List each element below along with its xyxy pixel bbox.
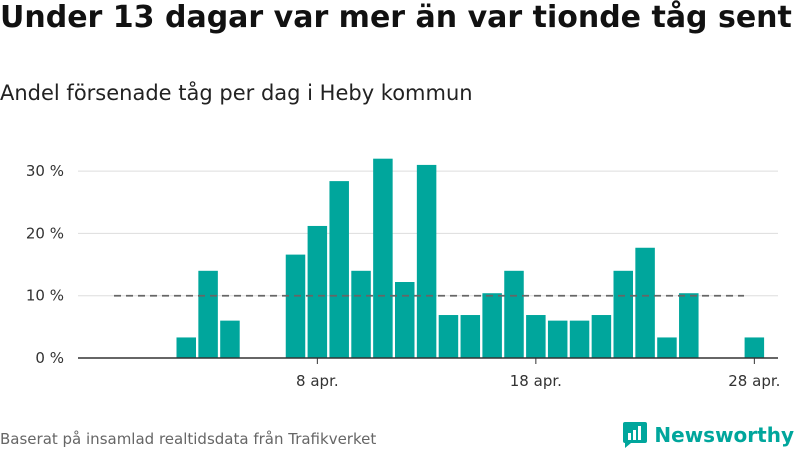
source-note: Baserat på insamlad realtidsdata från Tr… — [0, 430, 377, 448]
bar — [744, 337, 765, 358]
bar — [657, 337, 677, 358]
y-tick-label: 30 % — [26, 162, 64, 180]
bar — [613, 270, 633, 358]
bar — [460, 315, 481, 358]
x-axis-tick-labels: 8 apr. 18 apr. 28 apr. — [296, 372, 780, 390]
brand-name: Newsworthy — [654, 423, 794, 447]
x-tick-label: 18 apr. — [510, 372, 562, 390]
newsworthy-logo-icon — [623, 422, 648, 448]
chart-subtitle: Andel försenade tåg per dag i Heby kommu… — [0, 81, 473, 105]
bar — [416, 164, 437, 358]
brand-logo: Newsworthy — [622, 420, 794, 450]
y-tick-label: 10 % — [26, 287, 64, 305]
bar — [547, 320, 568, 358]
bars — [176, 158, 765, 358]
y-axis-tick-labels: 0 % 10 % 20 % 30 % — [26, 162, 64, 367]
x-tick-label: 28 apr. — [728, 372, 780, 390]
bar — [307, 225, 328, 358]
bar — [569, 320, 590, 358]
bar — [373, 158, 393, 358]
y-tick-label: 0 % — [35, 349, 64, 367]
bar — [351, 270, 371, 358]
bar — [285, 254, 306, 358]
bar — [329, 181, 349, 358]
x-tick-label: 8 apr. — [296, 372, 339, 390]
y-tick-label: 20 % — [26, 224, 64, 242]
chart-title: Under 13 dagar var mer än var tionde tåg… — [0, 0, 792, 35]
bar — [635, 247, 655, 358]
bar — [504, 270, 524, 358]
bar — [176, 337, 196, 358]
bar — [198, 270, 218, 358]
bar — [482, 293, 502, 358]
x-axis — [78, 357, 778, 364]
bar — [220, 320, 240, 358]
bar — [526, 315, 546, 358]
bar-chart: 0 % 10 % 20 % 30 % 8 apr. 18 apr. 28 apr. — [26, 158, 780, 390]
bar — [679, 293, 699, 358]
bar — [591, 315, 612, 358]
bar — [438, 315, 459, 358]
bar — [395, 282, 415, 358]
